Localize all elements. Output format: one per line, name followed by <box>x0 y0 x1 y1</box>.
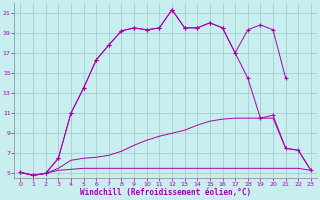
X-axis label: Windchill (Refroidissement éolien,°C): Windchill (Refroidissement éolien,°C) <box>80 188 251 197</box>
